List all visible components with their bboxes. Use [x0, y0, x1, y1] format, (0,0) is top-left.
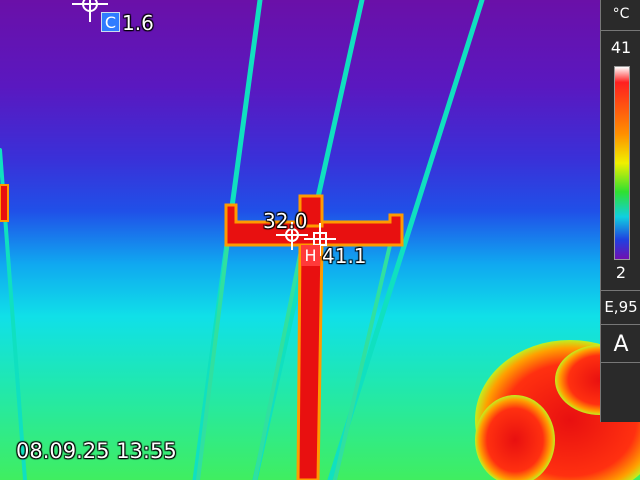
center-spot-value: 32.0 — [263, 209, 308, 233]
scale-min: 2 — [615, 263, 627, 282]
hot-spot-badge: H — [301, 245, 320, 266]
temperature-scale-panel: °C 41 2 E,95 A — [600, 0, 640, 422]
scale-max: 41 — [610, 38, 632, 57]
hot-crosshair-icon — [304, 223, 336, 256]
divider — [601, 324, 640, 325]
cold-spot-badge: C — [101, 12, 120, 32]
emissivity-value: E,95 — [604, 298, 638, 316]
timestamp: 08.09.25 13:55 — [16, 439, 177, 463]
divider — [601, 30, 640, 31]
cold-crosshair-icon — [72, 0, 108, 22]
hot-spot-value: 41.1 — [322, 244, 367, 268]
cold-spot-value: 1.6 — [122, 11, 154, 35]
range-mode[interactable]: A — [613, 332, 629, 357]
color-scale-bar — [614, 66, 630, 260]
divider — [601, 362, 640, 363]
divider — [601, 290, 640, 291]
scale-unit: °C — [612, 6, 630, 22]
utility-pole — [0, 184, 404, 480]
center-crosshair-icon — [276, 222, 308, 250]
